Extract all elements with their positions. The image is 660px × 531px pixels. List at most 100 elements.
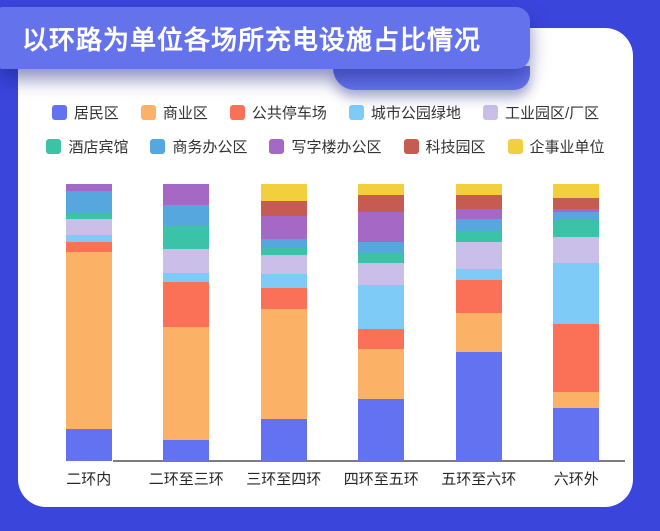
bar-segment [163, 225, 210, 250]
legend-label: 商业区 [162, 105, 208, 122]
bar-segment [358, 329, 405, 349]
bar-segment [455, 351, 502, 461]
bar-slot [138, 184, 236, 461]
bar-segment [260, 247, 307, 255]
legend-item: 企事业单位 [507, 136, 605, 157]
bar-segment [455, 231, 502, 243]
bar-segment [260, 215, 307, 240]
bar-segment [358, 184, 405, 196]
bar-slot [528, 184, 626, 461]
legend-swatch-icon [150, 139, 166, 154]
stacked-bar-二环至三环 [163, 184, 210, 461]
bar-segment [358, 242, 405, 254]
bar-segment [65, 213, 112, 219]
chart-legend: 居民区 商业区 公共停车场 城市公园绿地 工业园区/厂区酒店宾馆 商务办公区 写字楼办公区 科… [18, 102, 633, 157]
bar-segment [65, 218, 112, 236]
title-badge: 以环路为单位各场所充电设施占比情况 [0, 7, 530, 69]
bar-segment [260, 419, 307, 461]
bar-segment [553, 391, 600, 409]
bar-segment [260, 200, 307, 216]
bar-segment [455, 268, 502, 280]
x-axis-label: 四环至五环 [343, 471, 419, 488]
stacked-bar-三环至四环 [260, 184, 307, 461]
bar-segment [65, 190, 112, 214]
legend-item: 商业区 [140, 102, 208, 123]
x-axis-line [113, 460, 625, 462]
bar-slot [430, 184, 528, 461]
bar-segment [163, 184, 210, 205]
legend-label: 公共停车场 [251, 105, 327, 122]
legend-swatch-icon [403, 139, 419, 154]
legend-label: 酒店宾馆 [68, 139, 129, 156]
bar-segment [163, 204, 210, 226]
bar-segment [455, 195, 502, 209]
stacked-bar-四环至五环 [358, 184, 405, 461]
legend-swatch-icon [46, 139, 62, 154]
bar-segment [163, 282, 210, 327]
bar-segment [553, 197, 600, 209]
bar-segment [163, 249, 210, 273]
legend-item: 居民区 [51, 102, 119, 123]
bar-segment [358, 348, 405, 399]
bar-segment [65, 242, 112, 252]
legend-swatch-icon [51, 105, 67, 120]
x-axis-label: 五环至六环 [441, 471, 517, 488]
bar-segment [553, 236, 600, 263]
x-axis-label: 二环至三环 [148, 471, 224, 488]
bar-segment [553, 211, 600, 221]
legend-swatch-icon [229, 105, 245, 120]
bar-segment [163, 440, 210, 461]
legend-label: 商务办公区 [172, 139, 248, 156]
bar-segment [553, 323, 600, 392]
bar-segment [65, 429, 112, 461]
title-badge-tail [333, 66, 530, 90]
bar-segment [553, 220, 600, 237]
legend-label: 企事业单位 [529, 139, 605, 156]
bar-segment [163, 326, 210, 441]
bar-segment [260, 287, 307, 309]
legend-item: 科技园区 [403, 136, 486, 157]
x-axis-label: 三环至四环 [246, 471, 322, 488]
bar-segment [553, 408, 600, 461]
legend-swatch-icon [348, 105, 364, 120]
page-title: 以环路为单位各场所充电设施占比情况 [22, 24, 482, 55]
legend-label: 写字楼办公区 [291, 139, 382, 156]
bar-segment [65, 184, 112, 191]
bar-segment [553, 262, 600, 324]
x-axis-labels: 二环内 二环至三环 三环至四环 四环至五环 五环至六环 六环外 [40, 468, 625, 489]
chart-card: 居民区 商业区 公共停车场 城市公园绿地 工业园区/厂区酒店宾馆 商务办公区 写字楼办公区 科… [18, 28, 633, 507]
bar-segment [260, 239, 307, 248]
bar-segment [455, 208, 502, 219]
legend-swatch-icon [482, 105, 498, 120]
legend-item: 公共停车场 [229, 102, 327, 123]
bar-segment [358, 211, 405, 243]
legend-row: 居民区 商业区 公共停车场 城市公园绿地 工业园区/厂区 [51, 102, 599, 123]
legend-item: 工业园区/厂区 [482, 102, 599, 123]
bar-segment [455, 218, 502, 232]
legend-row: 酒店宾馆 商务办公区 写字楼办公区 科技园区 企事业单位 [46, 136, 605, 157]
bar-segment [455, 184, 502, 196]
stacked-bar-二环内 [65, 184, 112, 461]
legend-item: 城市公园绿地 [348, 102, 461, 123]
legend-label: 科技园区 [425, 139, 486, 156]
legend-item: 商务办公区 [150, 136, 247, 157]
legend-item: 写字楼办公区 [269, 136, 382, 157]
bar-segment [553, 208, 600, 212]
legend-swatch-icon [140, 105, 156, 120]
legend-label: 居民区 [73, 105, 119, 122]
bar-segment [260, 184, 307, 201]
legend-swatch-icon [269, 139, 285, 154]
x-axis-label: 二环内 [66, 471, 112, 488]
bar-slot [40, 184, 138, 461]
bar-segment [455, 279, 502, 313]
x-axis-label: 六环外 [553, 471, 599, 488]
stacked-bar-六环外 [553, 184, 600, 461]
legend-swatch-icon [507, 139, 523, 154]
bar-segment [260, 308, 307, 420]
bar-segment [358, 285, 405, 330]
bar-segment [455, 242, 502, 269]
bar-segment [65, 251, 112, 430]
bar-segment [358, 253, 405, 263]
legend-label: 城市公园绿地 [370, 105, 461, 122]
bar-segment [553, 184, 600, 198]
